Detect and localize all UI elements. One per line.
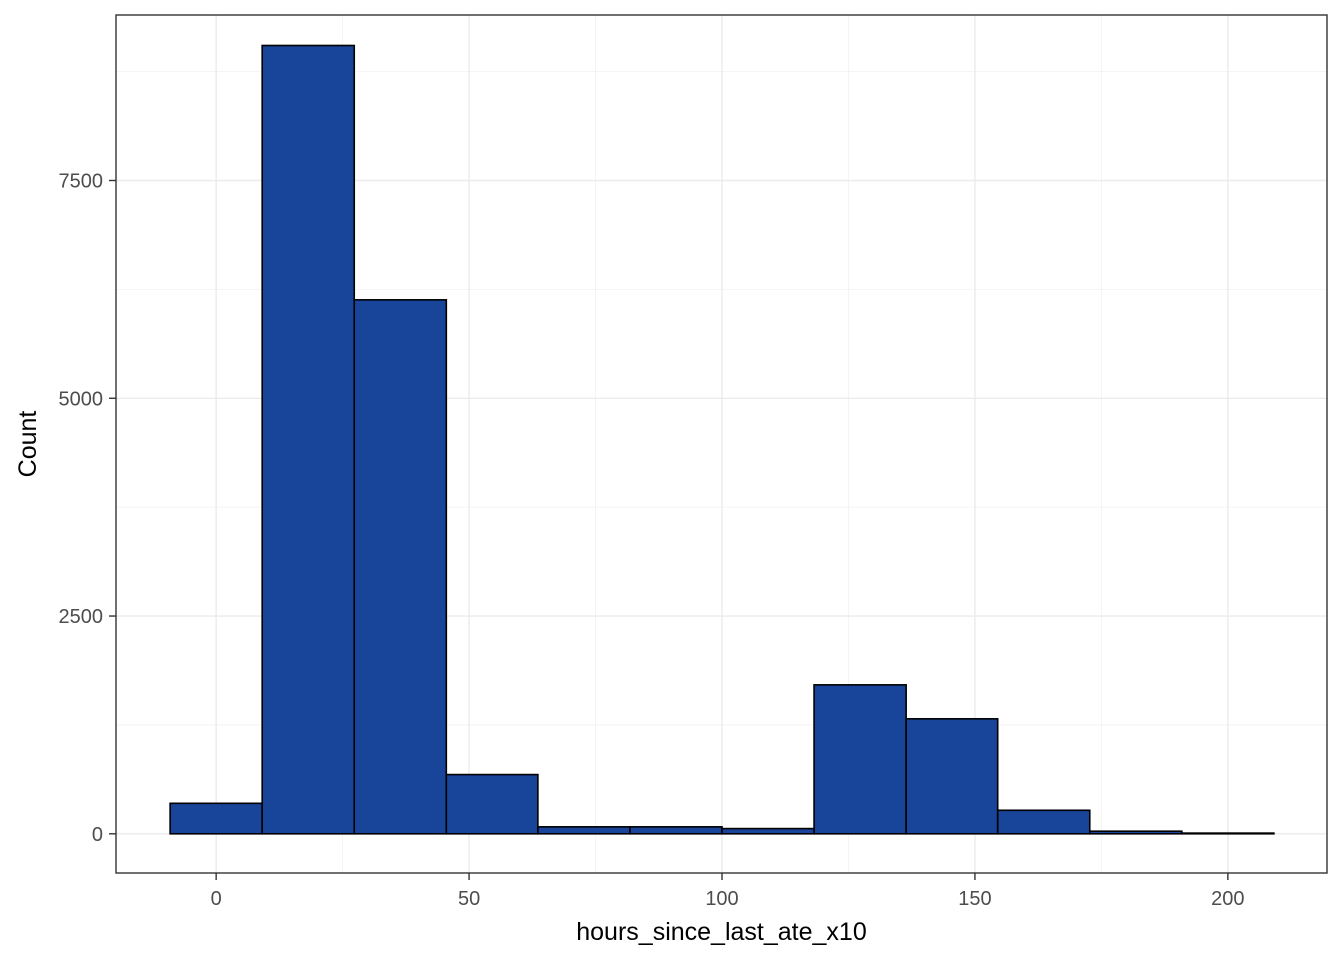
histogram-bar-6 (629, 826, 723, 835)
y-tick-label: 2500 (59, 606, 104, 628)
x-axis-title: hours_since_last_ate_x10 (576, 918, 866, 946)
x-tick-label: 150 (958, 888, 991, 910)
histogram-bar-7 (721, 827, 815, 835)
histogram-bar-5 (537, 826, 631, 835)
histogram-bar-1 (169, 802, 263, 835)
x-tick-label: 0 (211, 888, 222, 910)
y-axis-title: Count (14, 411, 42, 478)
histogram-bar-9 (905, 718, 999, 835)
histogram-bar-8 (813, 684, 907, 835)
y-tick-label: 5000 (59, 388, 104, 410)
x-tick-label: 100 (705, 888, 738, 910)
histogram-bar-3 (353, 299, 448, 835)
histogram-bar-10 (996, 809, 1091, 835)
histogram-bars (169, 44, 1275, 835)
histogram-bar-12 (1181, 832, 1275, 835)
y-tick-label: 0 (92, 824, 103, 846)
x-tick-label: 200 (1211, 888, 1244, 910)
y-tick-label: 7500 (59, 171, 104, 193)
y-axis: 0 2500 5000 7500 (59, 171, 116, 846)
histogram-bar-2 (261, 44, 356, 835)
x-axis: 0 50 100 150 200 (211, 873, 1245, 910)
x-tick-label: 50 (458, 888, 480, 910)
histogram-bar-4 (445, 773, 539, 835)
histogram-bar-11 (1088, 830, 1183, 835)
